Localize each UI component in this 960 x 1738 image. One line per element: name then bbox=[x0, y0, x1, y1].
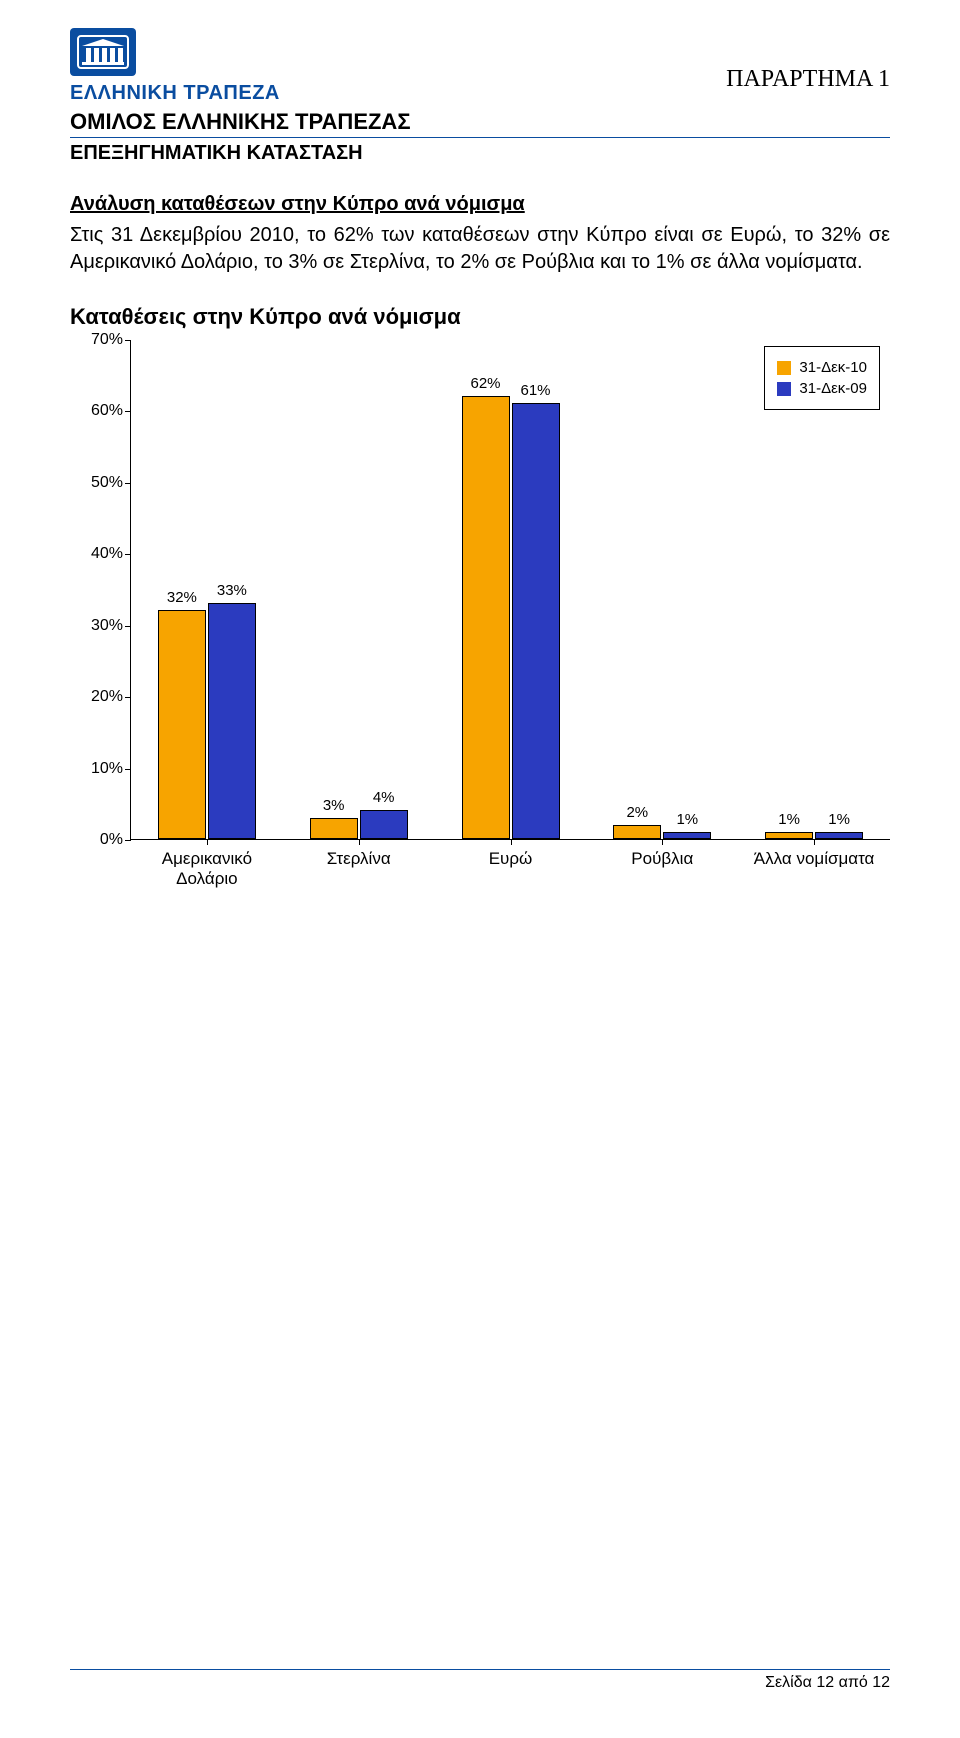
appendix-label: ΠΑΡΑΡΤΗΜΑ 1 bbox=[726, 66, 890, 105]
legend-label: 31-Δεκ-10 bbox=[799, 359, 867, 376]
group-title: ΟΜΙΛΟΣ ΕΛΛΗΝΙΚΗΣ ΤΡΑΠΕΖΑΣ bbox=[70, 109, 890, 135]
bar-value-label: 3% bbox=[311, 797, 357, 814]
chart-plot: 31-Δεκ-1031-Δεκ-09 0%10%20%30%40%50%60%7… bbox=[130, 340, 890, 840]
chart-bar: 62% bbox=[462, 396, 510, 839]
x-tick-mark bbox=[207, 839, 208, 845]
bar-group: 2%1%Ρούβλια bbox=[613, 825, 711, 839]
chart-bar: 1% bbox=[765, 832, 813, 839]
y-tick-mark bbox=[125, 554, 131, 555]
y-tick-label: 70% bbox=[71, 331, 123, 349]
body-text: Στις 31 Δεκεμβρίου 2010, το 62% των κατα… bbox=[70, 222, 890, 276]
y-tick-mark bbox=[125, 483, 131, 484]
logo-mark-icon bbox=[70, 28, 136, 76]
bar-group: 32%33%ΑμερικανικόΔολάριο bbox=[158, 603, 256, 839]
x-tick-label: Άλλα νομίσματα bbox=[734, 849, 894, 869]
bar-value-label: 4% bbox=[361, 789, 407, 806]
y-tick-label: 40% bbox=[71, 545, 123, 563]
y-tick-label: 20% bbox=[71, 688, 123, 706]
y-tick-label: 10% bbox=[71, 760, 123, 778]
sub-title: ΕΠΕΞΗΓΗΜΑΤΙΚΗ ΚΑΤΑΣΤΑΣΗ bbox=[70, 142, 890, 165]
chart-bar: 1% bbox=[815, 832, 863, 839]
legend-label: 31-Δεκ-09 bbox=[799, 380, 867, 397]
x-tick-label: Ευρώ bbox=[431, 849, 591, 869]
bar-value-label: 61% bbox=[513, 382, 559, 399]
chart-bar: 61% bbox=[512, 403, 560, 839]
section-heading: Ανάλυση καταθέσεων στην Κύπρο ανά νόμισμ… bbox=[70, 193, 890, 216]
x-tick-label: ΑμερικανικόΔολάριο bbox=[127, 849, 287, 890]
y-tick-mark bbox=[125, 769, 131, 770]
chart-legend: 31-Δεκ-10 31-Δεκ-09 bbox=[764, 346, 880, 410]
y-tick-label: 60% bbox=[71, 402, 123, 420]
chart-bar: 1% bbox=[663, 832, 711, 839]
bar-value-label: 1% bbox=[766, 811, 812, 828]
deposits-chart: Καταθέσεις στην Κύπρο ανά νόμισμα 31-Δεκ… bbox=[70, 304, 890, 924]
chart-bar: 3% bbox=[310, 818, 358, 839]
y-tick-mark bbox=[125, 340, 131, 341]
bank-name: ΕΛΛΗΝΙΚΗ ΤΡΑΠΕΖΑ bbox=[70, 82, 280, 105]
bar-value-label: 33% bbox=[209, 582, 255, 599]
chart-bar: 4% bbox=[360, 810, 408, 839]
y-tick-label: 50% bbox=[71, 474, 123, 492]
page-footer: Σελίδα 12 από 12 bbox=[70, 1669, 890, 1692]
header-rule bbox=[70, 137, 890, 138]
bar-group: 1%1%Άλλα νομίσματα bbox=[765, 832, 863, 839]
page-number: Σελίδα 12 από 12 bbox=[70, 1674, 890, 1692]
y-tick-mark bbox=[125, 840, 131, 841]
legend-item: 31-Δεκ-10 bbox=[777, 359, 867, 376]
y-tick-mark bbox=[125, 411, 131, 412]
chart-bar: 2% bbox=[613, 825, 661, 839]
bar-value-label: 32% bbox=[159, 589, 205, 606]
x-tick-mark bbox=[511, 839, 512, 845]
y-tick-mark bbox=[125, 626, 131, 627]
chart-bar: 33% bbox=[208, 603, 256, 839]
x-tick-mark bbox=[814, 839, 815, 845]
legend-item: 31-Δεκ-09 bbox=[777, 380, 867, 397]
bar-group: 3%4%Στερλίνα bbox=[310, 810, 408, 839]
bar-value-label: 62% bbox=[463, 375, 509, 392]
bar-group: 62%61%Ευρώ bbox=[462, 396, 560, 839]
bank-logo bbox=[70, 28, 280, 76]
bar-value-label: 1% bbox=[664, 811, 710, 828]
y-tick-mark bbox=[125, 697, 131, 698]
bar-value-label: 2% bbox=[614, 804, 660, 821]
bar-value-label: 1% bbox=[816, 811, 862, 828]
legend-swatch-icon bbox=[777, 382, 791, 396]
footer-rule bbox=[70, 1669, 890, 1670]
legend-swatch-icon bbox=[777, 361, 791, 375]
chart-bar: 32% bbox=[158, 610, 206, 839]
x-tick-mark bbox=[662, 839, 663, 845]
x-tick-mark bbox=[359, 839, 360, 845]
x-tick-label: Στερλίνα bbox=[279, 849, 439, 869]
y-tick-label: 0% bbox=[71, 831, 123, 849]
y-tick-label: 30% bbox=[71, 617, 123, 635]
x-tick-label: Ρούβλια bbox=[582, 849, 742, 869]
chart-title: Καταθέσεις στην Κύπρο ανά νόμισμα bbox=[70, 304, 890, 330]
